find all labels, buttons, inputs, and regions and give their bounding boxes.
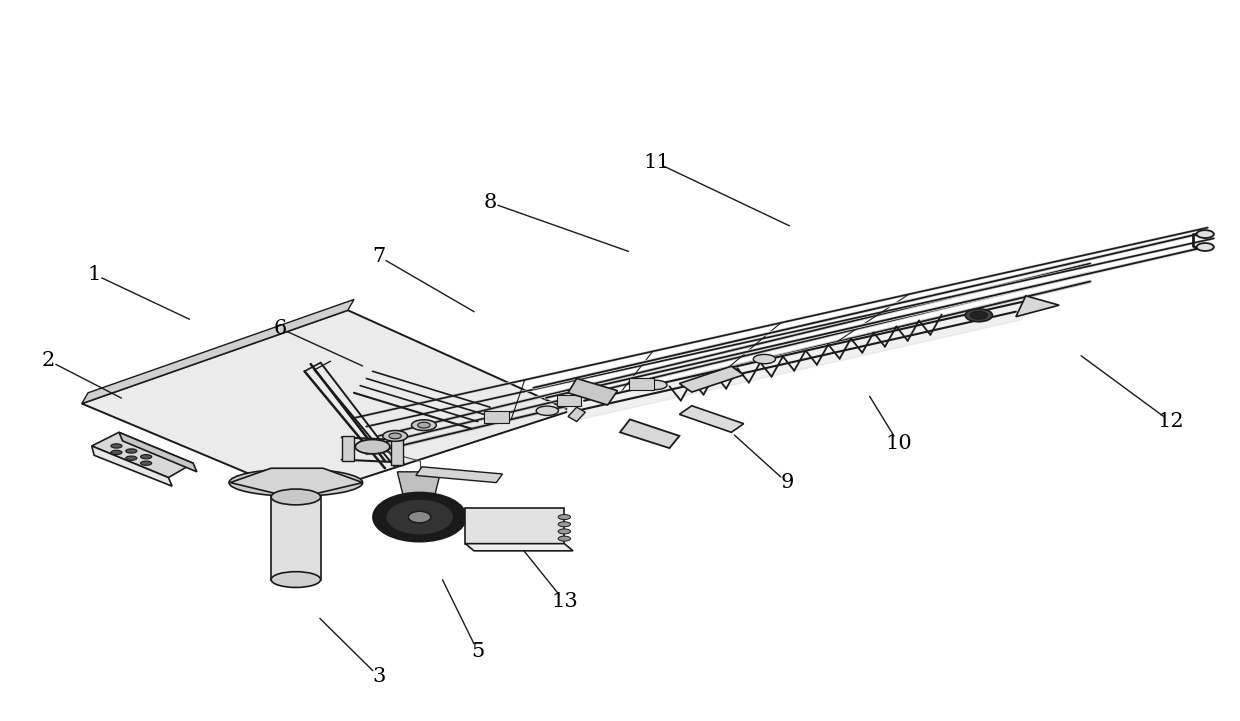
Ellipse shape bbox=[558, 536, 570, 541]
Ellipse shape bbox=[272, 489, 321, 505]
Text: 10: 10 bbox=[885, 433, 911, 453]
Ellipse shape bbox=[125, 456, 136, 460]
Polygon shape bbox=[92, 446, 172, 486]
Ellipse shape bbox=[140, 461, 151, 465]
Ellipse shape bbox=[412, 420, 436, 430]
Text: 8: 8 bbox=[484, 193, 497, 212]
Ellipse shape bbox=[536, 406, 558, 415]
Text: 9: 9 bbox=[780, 473, 794, 492]
Polygon shape bbox=[415, 466, 502, 482]
Polygon shape bbox=[92, 433, 193, 477]
Polygon shape bbox=[391, 440, 403, 464]
Ellipse shape bbox=[558, 529, 570, 534]
Text: 3: 3 bbox=[372, 667, 386, 686]
Polygon shape bbox=[1016, 296, 1059, 317]
Polygon shape bbox=[82, 310, 570, 497]
Text: 12: 12 bbox=[1157, 412, 1184, 431]
Ellipse shape bbox=[140, 454, 151, 459]
Text: 2: 2 bbox=[42, 351, 55, 370]
Polygon shape bbox=[620, 420, 680, 448]
Polygon shape bbox=[342, 436, 353, 461]
Text: 11: 11 bbox=[644, 154, 671, 172]
Polygon shape bbox=[485, 411, 510, 423]
Ellipse shape bbox=[386, 499, 454, 535]
Ellipse shape bbox=[965, 309, 992, 322]
Ellipse shape bbox=[970, 311, 987, 319]
Polygon shape bbox=[680, 366, 744, 392]
Polygon shape bbox=[568, 379, 618, 405]
Ellipse shape bbox=[418, 423, 430, 428]
Polygon shape bbox=[231, 468, 362, 498]
Ellipse shape bbox=[110, 444, 122, 448]
Polygon shape bbox=[465, 544, 573, 551]
Ellipse shape bbox=[389, 433, 402, 439]
Ellipse shape bbox=[558, 515, 570, 520]
Ellipse shape bbox=[1197, 230, 1214, 238]
Polygon shape bbox=[465, 508, 564, 544]
Polygon shape bbox=[272, 497, 321, 580]
Ellipse shape bbox=[373, 492, 466, 541]
Text: 7: 7 bbox=[372, 247, 386, 266]
Ellipse shape bbox=[355, 440, 389, 454]
Polygon shape bbox=[397, 472, 440, 497]
Text: 1: 1 bbox=[88, 265, 100, 284]
Polygon shape bbox=[119, 433, 197, 472]
Text: 6: 6 bbox=[273, 319, 286, 337]
Polygon shape bbox=[680, 406, 744, 433]
Ellipse shape bbox=[754, 355, 775, 363]
Polygon shape bbox=[568, 407, 585, 422]
Ellipse shape bbox=[125, 449, 136, 454]
Ellipse shape bbox=[645, 380, 667, 389]
Text: 13: 13 bbox=[551, 592, 578, 611]
Text: 5: 5 bbox=[471, 642, 485, 661]
Polygon shape bbox=[82, 299, 353, 404]
Ellipse shape bbox=[272, 572, 321, 588]
Ellipse shape bbox=[229, 469, 362, 496]
Ellipse shape bbox=[110, 451, 122, 454]
Polygon shape bbox=[629, 379, 653, 389]
Ellipse shape bbox=[408, 511, 430, 523]
Ellipse shape bbox=[1197, 243, 1214, 251]
Ellipse shape bbox=[558, 522, 570, 527]
Ellipse shape bbox=[383, 430, 408, 441]
Polygon shape bbox=[557, 394, 582, 406]
